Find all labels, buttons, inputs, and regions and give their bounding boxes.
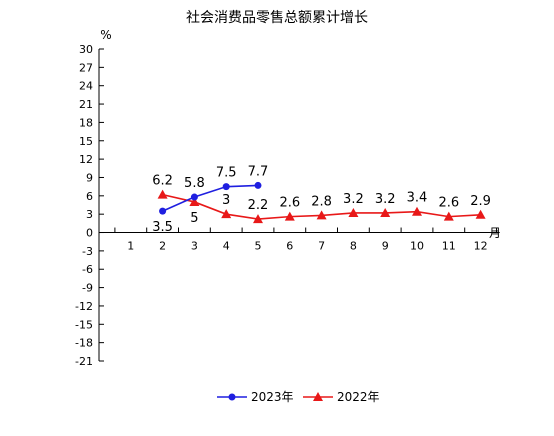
legend-item: 2023年 xyxy=(217,390,294,404)
series-line xyxy=(162,184,259,212)
data-label: 2.6 xyxy=(438,196,459,211)
data-point-marker xyxy=(284,211,295,221)
data-label: 2.2 xyxy=(248,198,269,213)
y-tick-label: -15 xyxy=(75,318,93,331)
data-point-marker xyxy=(380,207,391,217)
data-point-marker xyxy=(157,189,168,199)
y-tick-label: -18 xyxy=(75,337,93,350)
legend-item: 2022年 xyxy=(303,390,380,404)
data-point-marker xyxy=(253,214,263,224)
data-point-marker xyxy=(222,183,230,191)
y-tick-label: 9 xyxy=(86,171,93,184)
x-tick-label: 2 xyxy=(159,240,166,253)
x-tick-label: 6 xyxy=(286,240,293,253)
series-2023年: 3.5 5.8 7.5 7.7 xyxy=(152,164,268,235)
y-tick-label: 12 xyxy=(79,153,93,166)
data-label: 3 xyxy=(222,193,230,208)
data-label: 7.5 xyxy=(216,166,237,181)
x-tick-label: 9 xyxy=(382,240,389,253)
legend-marker xyxy=(313,392,323,401)
y-tick-label: 6 xyxy=(86,190,93,203)
data-label: 3.4 xyxy=(407,191,428,206)
y-tick-label: 30 xyxy=(79,43,93,56)
legend-label: 2023年 xyxy=(251,390,294,404)
data-point-marker xyxy=(159,207,167,215)
x-tick-label: 11 xyxy=(442,240,456,253)
data-point-marker xyxy=(221,209,232,219)
series-layer: 6.2 5 3 2.2 2.6 2.8 3.2 3.2 3.4 2.6 2.9 3.5 5.8 7.5 7.… xyxy=(152,164,491,235)
legend: 2023年 2022年 xyxy=(217,390,380,404)
data-point-marker xyxy=(189,196,200,206)
data-point-marker xyxy=(348,207,359,217)
y-tick-label: 21 xyxy=(79,98,93,111)
data-point-marker xyxy=(412,206,422,216)
data-label: 2.9 xyxy=(470,194,491,209)
legend-label: 2022年 xyxy=(337,390,380,404)
data-label: 7.7 xyxy=(248,164,269,179)
y-tick-label: 0 xyxy=(86,227,93,240)
y-tick-label: -3 xyxy=(82,245,93,258)
x-tick-label: 4 xyxy=(223,240,230,253)
data-point-marker xyxy=(254,181,262,189)
y-tick-label: 15 xyxy=(79,135,93,148)
data-label: 3.5 xyxy=(152,220,173,235)
x-tick-label: 5 xyxy=(255,240,262,253)
data-label: 6.2 xyxy=(152,174,173,189)
data-point-marker xyxy=(443,211,454,221)
y-tick-label: -9 xyxy=(82,282,93,295)
series-2022年: 6.2 5 3 2.2 2.6 2.8 3.2 3.2 3.4 2.6 2.9 xyxy=(152,174,491,226)
data-label: 2.6 xyxy=(279,196,300,211)
y-tick-label: 3 xyxy=(86,208,93,221)
y-tick-label: -12 xyxy=(75,300,93,313)
x-tick-label: 1 xyxy=(127,240,134,253)
y-tick-label: 27 xyxy=(79,61,93,74)
y-axis-unit-label: % xyxy=(100,28,111,42)
data-label: 2.8 xyxy=(311,194,332,209)
y-tick-label: 18 xyxy=(79,116,93,129)
data-label: 3.2 xyxy=(343,192,364,207)
x-tick-label: 10 xyxy=(410,240,424,253)
data-label: 3.2 xyxy=(375,192,396,207)
y-tick-label: 24 xyxy=(79,80,93,93)
data-point-marker xyxy=(316,210,327,220)
data-point-marker xyxy=(475,209,486,219)
x-tick-label: 8 xyxy=(350,240,357,253)
y-tick-label: -6 xyxy=(82,263,93,276)
data-label: 5 xyxy=(190,211,198,226)
data-label: 5.8 xyxy=(184,176,205,191)
legend-marker xyxy=(228,393,236,401)
x-tick-label: 7 xyxy=(318,240,325,253)
y-tick-label: -21 xyxy=(75,355,93,368)
chart-title: 社会消费品零售总额累计增长 xyxy=(186,10,368,26)
x-tick-label: 3 xyxy=(191,240,198,253)
data-point-marker xyxy=(190,193,198,201)
x-tick-label: 12 xyxy=(474,240,488,253)
